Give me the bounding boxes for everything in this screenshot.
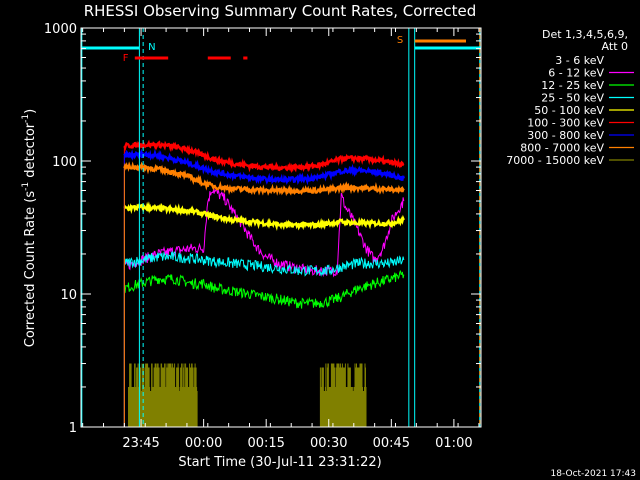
- series-25-50-kev: [123, 250, 405, 277]
- chart-title: RHESSI Observing Summary Count Rates, Co…: [84, 2, 477, 20]
- y-tick-label: 100: [52, 155, 77, 170]
- x-tick-label: 00:30: [310, 436, 347, 451]
- plot-frame: [80, 27, 482, 428]
- data-layer: [123, 139, 405, 427]
- series-800-7000-kev: [123, 161, 405, 197]
- footer-date: 18-Oct-2021 17:43: [551, 469, 636, 479]
- legend-label: 50 - 100 keV: [534, 104, 604, 117]
- series-7000-15000kev: [319, 363, 367, 427]
- legend-header-line1: Det 1,3,4,5,6,9,: [542, 28, 628, 41]
- series-100-300-kev: [123, 139, 405, 174]
- series-6-12-kev: [123, 188, 405, 278]
- saa-label: S: [397, 35, 403, 46]
- annotation-layer: N F S: [81, 28, 481, 427]
- axes-layer: 23:45 00:00 00:15 00:30 00:45 01:00 1 10 100 1000: [44, 22, 481, 451]
- series-50-100-kev: [123, 201, 405, 231]
- series-12-25-kev: [124, 270, 405, 309]
- x-tick-label: 01:00: [435, 436, 472, 451]
- x-tick-label: 23:45: [122, 436, 159, 451]
- x-tick-label: 00:15: [247, 436, 284, 451]
- y-tick-label: 10: [60, 288, 77, 303]
- series-3-6-kev: [123, 178, 405, 369]
- series-300-800-kev: [123, 148, 405, 186]
- y-axis-label: Corrected Count Rate (s-1 detector-1): [21, 109, 38, 347]
- legend-label: 800 - 7000 keV: [520, 142, 604, 155]
- y-tick-label: 1: [69, 421, 77, 436]
- legend-label: 100 - 300 keV: [527, 117, 604, 130]
- x-tick-label: 00:45: [373, 436, 410, 451]
- legend-label: 7000 - 15000 keV: [506, 154, 604, 167]
- legend-label: 25 - 50 keV: [541, 92, 604, 105]
- legend-label: 300 - 800 keV: [527, 129, 604, 142]
- x-axis-label: Start Time (30-Jul-11 23:31:22): [178, 455, 381, 470]
- legend-header-line2: Att 0: [602, 40, 628, 53]
- legend-label: 3 - 6 keV: [555, 54, 604, 67]
- y-tick-label: 1000: [44, 22, 77, 37]
- flare-label: F: [123, 53, 129, 64]
- legend-label: 6 - 12 keV: [548, 67, 604, 80]
- night-label: N: [148, 42, 155, 53]
- x-tick-label: 00:00: [185, 436, 222, 451]
- legend-label: 12 - 25 keV: [541, 79, 604, 92]
